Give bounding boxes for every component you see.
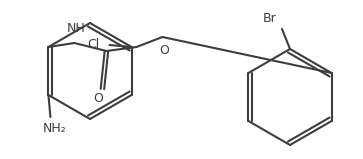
Text: O: O [94,93,103,106]
Text: Br: Br [263,13,277,25]
Text: NH: NH [67,23,86,35]
Text: NH₂: NH₂ [42,122,66,135]
Text: Cl: Cl [87,38,99,52]
Text: O: O [159,45,170,58]
